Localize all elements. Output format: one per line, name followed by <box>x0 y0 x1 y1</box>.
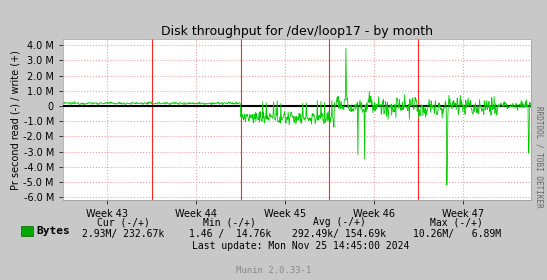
Text: Last update: Mon Nov 25 14:45:00 2024: Last update: Mon Nov 25 14:45:00 2024 <box>192 241 410 251</box>
Y-axis label: Pr second read (-) / write (+): Pr second read (-) / write (+) <box>10 50 21 190</box>
Text: Bytes: Bytes <box>36 226 70 236</box>
Text: RRDTOOL / TOBI OETIKER: RRDTOOL / TOBI OETIKER <box>534 106 543 208</box>
Text: Munin 2.0.33-1: Munin 2.0.33-1 <box>236 266 311 275</box>
Text: Max (-/+): Max (-/+) <box>430 217 483 227</box>
Text: Min (-/+): Min (-/+) <box>203 217 256 227</box>
Text: 1.46 /  14.76k: 1.46 / 14.76k <box>189 228 271 239</box>
Title: Disk throughput for /dev/loop17 - by month: Disk throughput for /dev/loop17 - by mon… <box>161 25 433 38</box>
Text: 10.26M/   6.89M: 10.26M/ 6.89M <box>412 228 501 239</box>
Text: Cur (-/+): Cur (-/+) <box>97 217 149 227</box>
Text: 292.49k/ 154.69k: 292.49k/ 154.69k <box>292 228 386 239</box>
Text: 2.93M/ 232.67k: 2.93M/ 232.67k <box>82 228 164 239</box>
Text: Avg (-/+): Avg (-/+) <box>313 217 365 227</box>
